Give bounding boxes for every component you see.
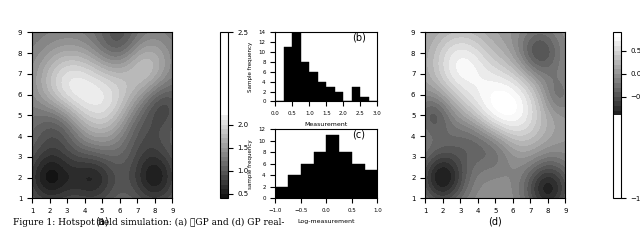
- Bar: [301, 62, 309, 101]
- Bar: [318, 82, 326, 101]
- Y-axis label: sample frequency: sample frequency: [248, 139, 253, 188]
- Bar: [275, 187, 288, 198]
- Text: (d): (d): [488, 217, 502, 227]
- X-axis label: Log-measurement: Log-measurement: [298, 219, 355, 224]
- Bar: [326, 87, 335, 101]
- Y-axis label: Sample frequency: Sample frequency: [248, 42, 253, 92]
- Bar: [326, 135, 339, 198]
- X-axis label: Measurement: Measurement: [305, 122, 348, 127]
- Bar: [352, 87, 360, 101]
- Bar: [352, 164, 365, 198]
- Bar: [365, 170, 378, 198]
- Bar: [284, 47, 292, 101]
- Text: (c): (c): [353, 129, 365, 139]
- Bar: [335, 92, 344, 101]
- Bar: [339, 152, 352, 198]
- Bar: [292, 32, 301, 101]
- Bar: [309, 72, 318, 101]
- Bar: [314, 152, 326, 198]
- Text: Figure 1: Hotspot field simulation: (a) ℓGP and (d) GP real-: Figure 1: Hotspot field simulation: (a) …: [13, 218, 284, 227]
- Text: (b): (b): [352, 32, 366, 43]
- Bar: [360, 96, 369, 101]
- Bar: [288, 175, 301, 198]
- Bar: [301, 164, 314, 198]
- Text: (a): (a): [95, 217, 109, 227]
